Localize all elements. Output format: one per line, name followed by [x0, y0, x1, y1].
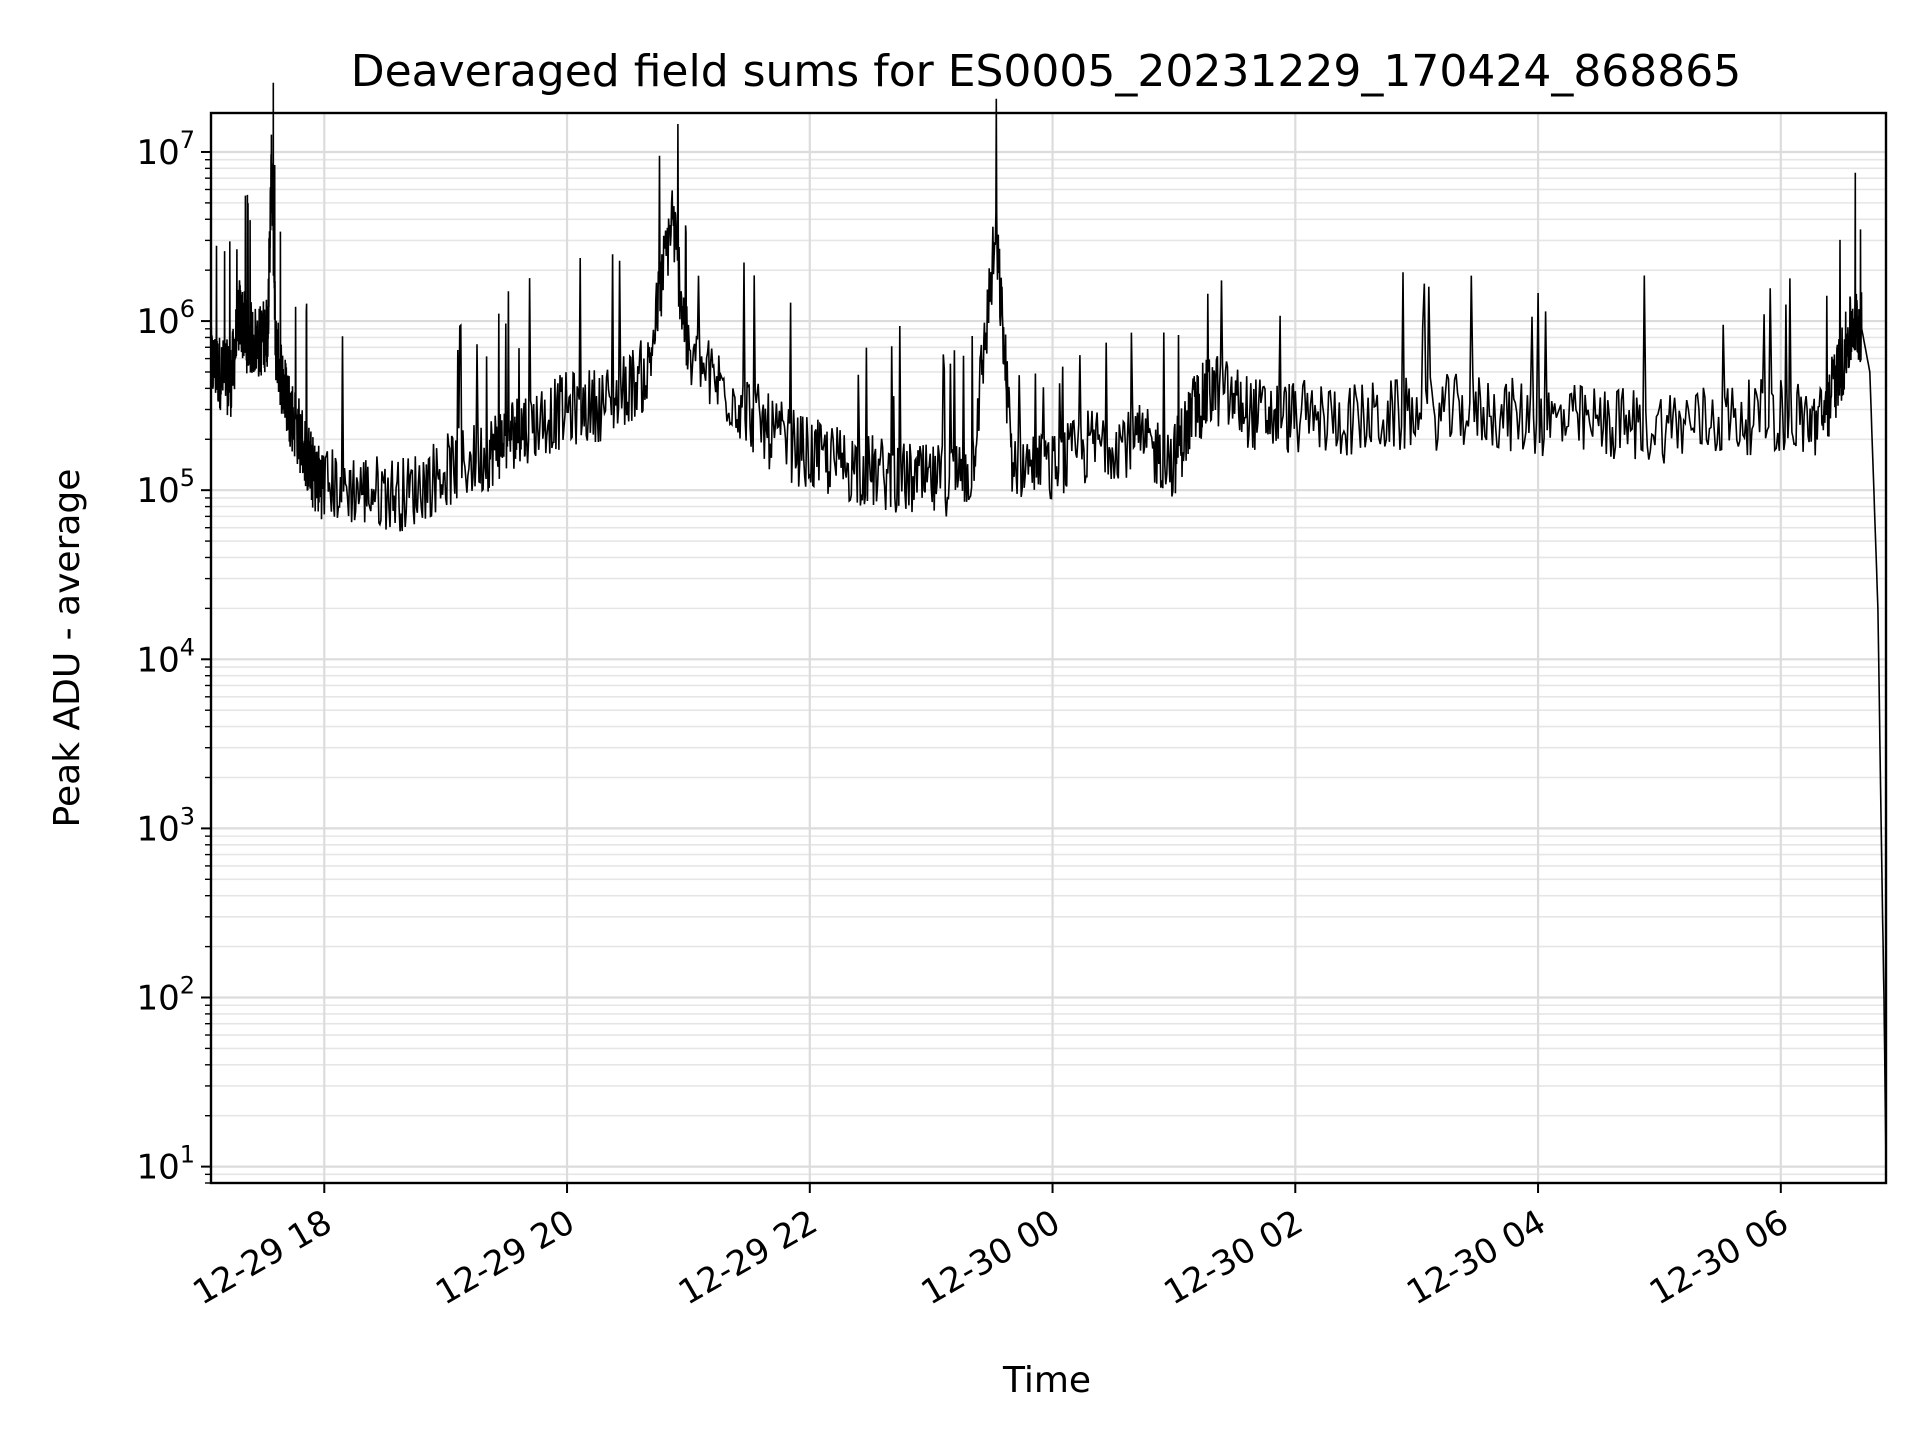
plot-frame — [209, 111, 1888, 1185]
y-tick-label: 106 — [136, 295, 195, 342]
y-axis-label: Peak ADU - average — [47, 469, 88, 828]
series-line — [210, 82, 1887, 1167]
y-tick-label: 103 — [136, 802, 195, 849]
grid — [211, 113, 1886, 1184]
y-tick-label: 101 — [136, 1141, 195, 1188]
x-axis-label: Time — [1002, 1360, 1091, 1401]
y-tick-label: 104 — [136, 633, 195, 680]
y-tick-label: 107 — [136, 126, 195, 173]
y-tick-label: 102 — [136, 972, 195, 1019]
chart-title: Deaveraged field sums for ES0005_2023122… — [351, 46, 1742, 97]
y-tick-label: 105 — [136, 464, 195, 511]
y-axis: 101 102 103 104 105 106 107 — [136, 126, 211, 1188]
